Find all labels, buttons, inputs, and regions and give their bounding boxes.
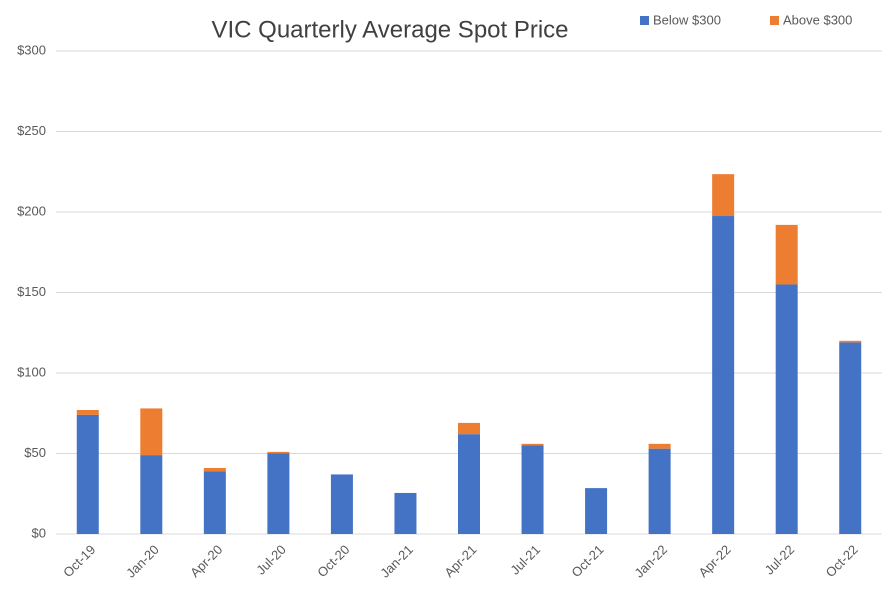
bar-segment — [521, 443, 544, 446]
bar-segment — [267, 453, 290, 534]
legend-label: Above $300 — [783, 12, 852, 27]
y-tick-label: $100 — [17, 364, 46, 379]
bar-segment — [267, 451, 290, 454]
bar-segment — [839, 340, 862, 343]
bar-segment — [521, 445, 544, 534]
bar-segment — [76, 410, 99, 415]
y-tick-label: $0 — [32, 525, 46, 540]
x-tick-label: Apr-20 — [187, 542, 225, 580]
x-tick-label: Jul-20 — [253, 542, 289, 578]
x-tick-label: Oct-19 — [60, 542, 98, 580]
x-tick-label: Jan-21 — [377, 542, 416, 581]
bar-segment — [648, 448, 671, 534]
bar-segment — [203, 471, 226, 534]
x-tick-label: Oct-20 — [314, 542, 352, 580]
x-tick-label: Oct-22 — [823, 542, 861, 580]
legend-label: Below $300 — [653, 12, 721, 27]
bar-segment — [712, 174, 735, 217]
x-tick-label: Apr-22 — [696, 542, 734, 580]
x-tick-label: Jan-20 — [123, 542, 162, 581]
chart-title: VIC Quarterly Average Spot Price — [211, 16, 568, 43]
bar-segment — [458, 434, 480, 534]
bar-segment — [839, 342, 862, 534]
bar-segment — [394, 492, 417, 534]
bar-segment — [76, 414, 99, 534]
bar-segment — [203, 467, 226, 472]
bar-segment — [140, 455, 163, 534]
bar-segment — [585, 488, 608, 534]
bar-segment — [140, 408, 163, 456]
bar-segment — [712, 216, 735, 534]
y-tick-label: $50 — [24, 445, 46, 460]
bar-segment — [775, 284, 798, 534]
y-tick-label: $150 — [17, 284, 46, 299]
legend-swatch — [640, 16, 649, 25]
x-tick-label: Oct-21 — [568, 542, 606, 580]
y-tick-label: $200 — [17, 203, 46, 218]
bar-segment — [330, 474, 353, 534]
y-tick-label: $300 — [17, 42, 46, 57]
legend-swatch — [770, 16, 779, 25]
bar-segment — [648, 443, 671, 449]
bar-segment — [458, 422, 480, 435]
bar-segment — [775, 224, 798, 285]
y-tick-label: $250 — [17, 123, 46, 138]
x-tick-label: Apr-21 — [441, 542, 479, 580]
x-tick-label: Jul-21 — [507, 542, 543, 578]
x-tick-label: Jan-22 — [631, 542, 670, 581]
x-tick-label: Jul-22 — [762, 542, 798, 578]
